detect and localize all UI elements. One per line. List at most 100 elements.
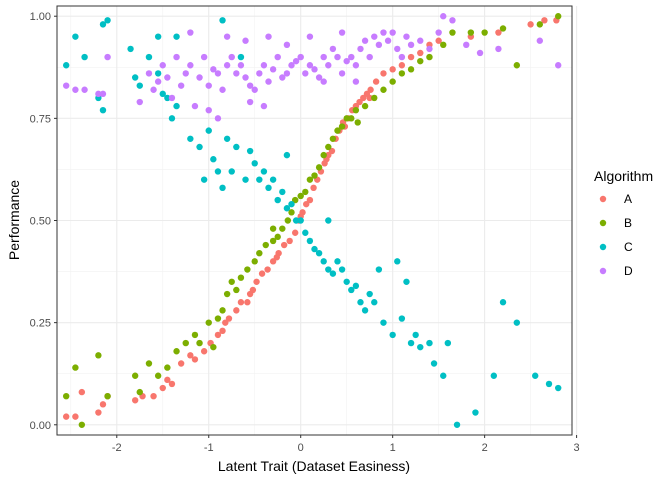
data-point-A: [398, 62, 406, 69]
data-point-D: [191, 102, 199, 110]
data-point-C: [311, 245, 318, 253]
data-point-C: [159, 90, 166, 98]
data-point-C: [256, 176, 263, 183]
data-point-D: [394, 45, 401, 53]
data-point-A: [164, 376, 171, 384]
data-point-A: [495, 29, 502, 36]
data-point-C: [338, 266, 346, 273]
data-point-A: [72, 413, 79, 420]
data-point-B: [228, 278, 235, 285]
data-point-D: [380, 29, 387, 36]
data-point-C: [62, 62, 70, 69]
data-point-C: [274, 196, 281, 204]
data-point-B: [196, 339, 203, 347]
data-point-A: [219, 327, 226, 335]
data-point-D: [449, 17, 456, 24]
data-point-D: [555, 62, 562, 69]
data-point-D: [329, 45, 337, 53]
data-point-A: [407, 53, 415, 61]
data-point-C: [490, 372, 498, 379]
data-point-B: [352, 106, 360, 114]
data-point-B: [214, 315, 222, 322]
data-point-A: [225, 315, 233, 322]
data-point-D: [219, 86, 226, 93]
data-point-B: [62, 392, 70, 400]
data-point-D: [306, 62, 314, 69]
data-point-D: [246, 98, 254, 106]
data-point-D: [187, 29, 194, 36]
data-point-D: [495, 45, 502, 53]
data-point-D: [348, 53, 355, 61]
data-point-D: [283, 70, 291, 77]
data-point-B: [343, 115, 350, 122]
legend-key-A: [599, 195, 607, 203]
data-point-C: [200, 176, 208, 183]
data-point-C: [315, 249, 323, 257]
data-point-C: [329, 270, 337, 277]
data-point-A: [360, 94, 367, 102]
data-point-C: [426, 339, 433, 347]
data-point-D: [292, 57, 300, 65]
data-point-D: [228, 53, 235, 61]
data-point-C: [302, 229, 309, 236]
legend-key-D: [599, 267, 607, 275]
data-point-B: [302, 188, 309, 196]
data-point-C: [164, 94, 171, 102]
data-point-C: [210, 156, 217, 163]
data-point-D: [260, 102, 268, 110]
data-point-D: [187, 62, 194, 69]
data-point-D: [99, 90, 107, 98]
data-point-C: [196, 143, 203, 151]
x-tick-label: 1: [390, 442, 396, 454]
data-point-C: [131, 74, 139, 81]
data-point-C: [407, 339, 415, 347]
data-point-A: [527, 21, 534, 28]
data-point-B: [354, 119, 361, 126]
data-points: [62, 13, 562, 428]
data-point-D: [246, 82, 254, 89]
data-point-A: [99, 401, 107, 408]
data-point-B: [205, 319, 212, 326]
data-point-B: [311, 172, 318, 179]
data-point-D: [159, 62, 166, 69]
data-point-C: [380, 319, 387, 326]
data-point-A: [168, 380, 176, 388]
legend-label-B: B: [624, 216, 632, 230]
grid-major: [57, 6, 578, 435]
data-point-B: [173, 348, 180, 355]
data-point-D: [265, 78, 272, 85]
data-point-C: [145, 53, 153, 61]
data-point-B: [315, 164, 323, 171]
data-point-A: [367, 86, 374, 93]
data-point-A: [78, 388, 86, 396]
data-point-C: [398, 315, 406, 322]
data-point-D: [168, 94, 176, 102]
data-point-B: [371, 94, 378, 102]
data-point-C: [99, 106, 107, 114]
y-tick-label: 0.00: [30, 420, 51, 432]
data-point-D: [269, 66, 277, 73]
data-point-C: [545, 380, 553, 388]
data-point-B: [131, 372, 139, 379]
data-point-D: [463, 41, 470, 49]
data-point-D: [361, 37, 369, 44]
data-point-A: [253, 278, 260, 285]
data-point-B: [72, 364, 79, 371]
data-point-B: [279, 225, 286, 232]
data-point-A: [191, 356, 199, 363]
data-point-D: [196, 74, 203, 81]
data-point-C: [325, 217, 332, 224]
data-point-B: [191, 331, 199, 339]
data-point-A: [237, 299, 245, 306]
data-point-D: [407, 41, 415, 49]
x-axis-ticks: -2 -1 0 1 2 3: [112, 435, 580, 454]
data-point-B: [145, 360, 153, 367]
x-tick-label: -1: [204, 442, 214, 454]
data-point-A: [372, 78, 380, 85]
data-point-B: [334, 127, 341, 134]
data-point-D: [81, 86, 88, 93]
data-point-D: [260, 62, 268, 69]
data-point-B: [262, 241, 269, 249]
data-point-D: [173, 53, 180, 61]
